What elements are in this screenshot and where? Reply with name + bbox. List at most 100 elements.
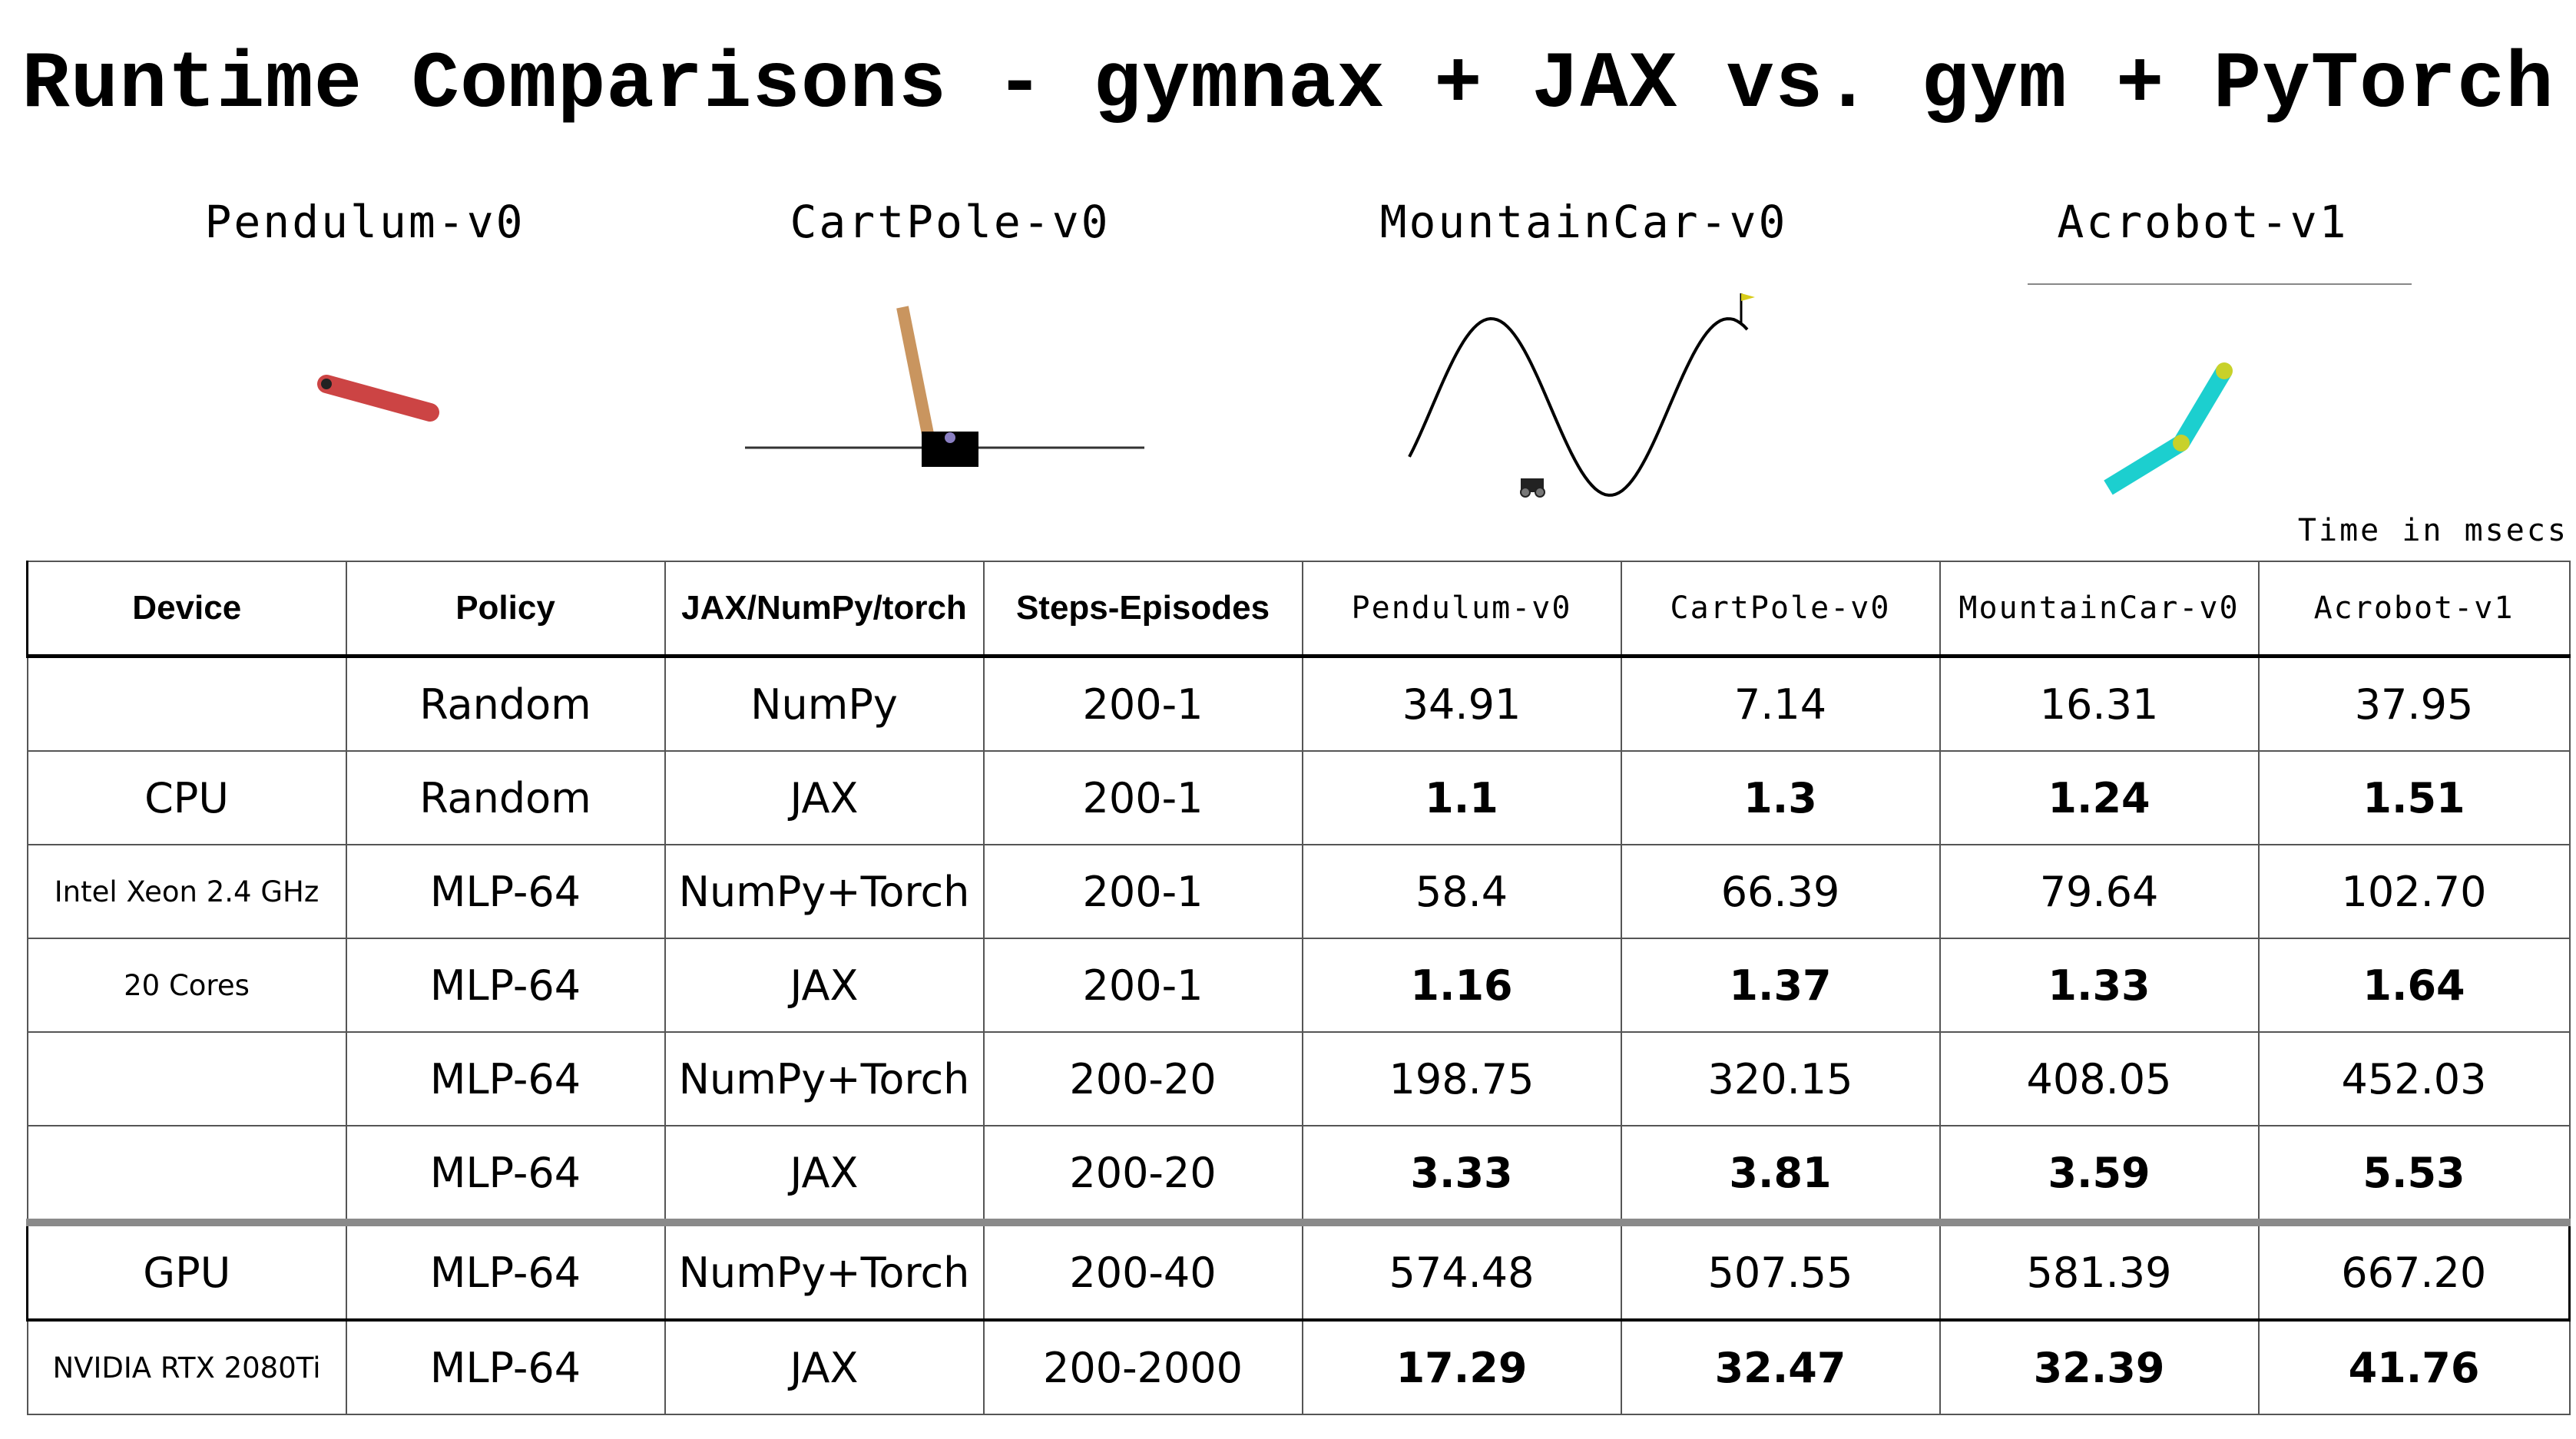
cartpole-icon (745, 306, 1144, 467)
cell-framework: NumPy (664, 655, 985, 752)
table-row: MLP-64 JAX 200-20 3.33 3.81 3.59 5.53 (26, 1125, 2571, 1223)
acrobot-icon (2028, 283, 2412, 495)
col-mountaincar: MountainCar-v0 (1939, 561, 2260, 658)
cell-pendulum-time: 198.75 (1301, 1031, 1622, 1126)
cell-device (26, 1031, 347, 1126)
cell-device (26, 655, 347, 752)
cell-pendulum-time: 3.33 (1301, 1125, 1622, 1223)
cell-pendulum-time: 574.48 (1301, 1219, 1622, 1322)
cell-mountaincar-time: 408.05 (1939, 1031, 2260, 1126)
cell-acrobot-time: 1.51 (2257, 750, 2571, 845)
table-row: NVIDIA RTX 2080Ti MLP-64 JAX 200-2000 17.29 3… (26, 1319, 2571, 1415)
cell-device: CPU (26, 750, 347, 845)
cell-framework: NumPy+Torch (664, 1219, 985, 1322)
table-row: GPU MLP-64 NumPy+Torch 200-40 574.48 507.55 58… (26, 1219, 2571, 1322)
time-unit-note: Time in msecs (2297, 513, 2568, 548)
cell-pendulum-time: 34.91 (1301, 655, 1622, 752)
cell-cartpole-time: 507.55 (1620, 1219, 1941, 1322)
cell-mountaincar-time: 3.59 (1939, 1125, 2260, 1223)
cell-mountaincar-time: 1.33 (1939, 938, 2260, 1033)
col-pendulum: Pendulum-v0 (1301, 561, 1622, 658)
cell-policy: MLP-64 (345, 1031, 666, 1126)
acrobot-link-upper (2174, 366, 2232, 448)
cell-pendulum-time: 17.29 (1301, 1319, 1622, 1415)
cell-policy: Random (345, 655, 666, 752)
cell-policy: Random (345, 750, 666, 845)
cell-policy: MLP-64 (345, 938, 666, 1033)
cell-framework: JAX (664, 938, 985, 1033)
col-framework: JAX/NumPy/torch (664, 561, 985, 658)
cell-cartpole-time: 320.15 (1620, 1031, 1941, 1126)
cell-pendulum-time: 1.1 (1301, 750, 1622, 845)
cell-steps-episodes: 200-20 (982, 1125, 1303, 1223)
col-steps-episodes: Steps-Episodes (982, 561, 1303, 658)
cell-framework: NumPy+Torch (664, 844, 985, 939)
cell-steps-episodes: 200-1 (982, 655, 1303, 752)
col-device: Device (26, 561, 347, 658)
cell-mountaincar-time: 1.24 (1939, 750, 2260, 845)
cell-policy: MLP-64 (345, 1319, 666, 1415)
car-wheel-right (1535, 487, 1545, 498)
cell-steps-episodes: 200-40 (982, 1219, 1303, 1322)
cell-policy: MLP-64 (345, 1219, 666, 1322)
cell-framework: JAX (664, 750, 985, 845)
table-row: 20 Cores MLP-64 JAX 200-1 1.16 1.37 1.33 1.64 (26, 938, 2571, 1033)
cell-steps-episodes: 200-1 (982, 750, 1303, 845)
cell-steps-episodes: 200-1 (982, 844, 1303, 939)
page-title: Runtime Comparisons - gymnax + JAX vs. g… (22, 40, 2554, 131)
cell-mountaincar-time: 32.39 (1939, 1319, 2260, 1415)
cell-acrobot-time: 667.20 (2257, 1219, 2571, 1322)
cell-steps-episodes: 200-1 (982, 938, 1303, 1033)
table-header-row: Device Policy JAX/NumPy/torch Steps-Epis… (26, 561, 2571, 658)
cell-cartpole-time: 66.39 (1620, 844, 1941, 939)
mountain-curve (1408, 316, 1749, 497)
cell-pendulum-time: 58.4 (1301, 844, 1622, 939)
env-name-cartpole: CartPole-v0 (790, 196, 1111, 248)
cell-acrobot-time: 1.64 (2257, 938, 2571, 1033)
cell-steps-episodes: 200-2000 (982, 1319, 1303, 1415)
col-cartpole: CartPole-v0 (1620, 561, 1941, 658)
acrobot-link-lower (2104, 435, 2186, 495)
cell-cartpole-time: 32.47 (1620, 1319, 1941, 1415)
table-row: Random NumPy 200-1 34.91 7.14 16.31 37.95 (26, 655, 2571, 752)
cartpole-axle (945, 432, 955, 443)
cell-acrobot-time: 41.76 (2257, 1319, 2571, 1415)
cell-mountaincar-time: 581.39 (1939, 1219, 2260, 1322)
cell-cartpole-time: 3.81 (1620, 1125, 1941, 1223)
cell-acrobot-time: 452.03 (2257, 1031, 2571, 1126)
pendulum-icon (317, 375, 439, 422)
acrobot-joint-mid (2173, 435, 2190, 452)
cell-mountaincar-time: 16.31 (1939, 655, 2260, 752)
runtime-table: Device Policy JAX/NumPy/torch Steps-Epis… (26, 561, 2571, 1415)
car-wheel-left (1520, 487, 1531, 498)
cell-mountaincar-time: 79.64 (1939, 844, 2260, 939)
pendulum-rod (317, 375, 439, 422)
cell-device: 20 Cores (26, 938, 347, 1033)
env-name-acrobot: Acrobot-v1 (2057, 196, 2349, 248)
cell-cartpole-time: 1.37 (1620, 938, 1941, 1033)
cell-device: Intel Xeon 2.4 GHz (26, 844, 347, 939)
col-policy: Policy (345, 561, 666, 658)
flag-icon (1741, 293, 1755, 301)
cell-device: GPU (26, 1219, 347, 1322)
table-row: CPU Random JAX 200-1 1.1 1.3 1.24 1.51 (26, 750, 2571, 845)
cell-pendulum-time: 1.16 (1301, 938, 1622, 1033)
pendulum-pivot (321, 379, 332, 389)
env-name-pendulum: Pendulum-v0 (204, 196, 525, 248)
cell-cartpole-time: 7.14 (1620, 655, 1941, 752)
cell-framework: NumPy+Torch (664, 1031, 985, 1126)
col-acrobot: Acrobot-v1 (2257, 561, 2571, 658)
cell-framework: JAX (664, 1319, 985, 1415)
cell-steps-episodes: 200-20 (982, 1031, 1303, 1126)
cell-device: NVIDIA RTX 2080Ti (26, 1319, 347, 1415)
table-body: Random NumPy 200-1 34.91 7.14 16.31 37.95 CPU Ra… (26, 655, 2571, 1415)
acrobot-joint-top (2216, 362, 2233, 379)
cartpole-pole (896, 306, 935, 443)
cell-policy: MLP-64 (345, 844, 666, 939)
cell-acrobot-time: 5.53 (2257, 1125, 2571, 1223)
table-row: MLP-64 NumPy+Torch 200-20 198.75 320.15 408.0… (26, 1031, 2571, 1126)
cell-device (26, 1125, 347, 1223)
cell-framework: JAX (664, 1125, 985, 1223)
table-row: Intel Xeon 2.4 GHz MLP-64 NumPy+Torch 200-1… (26, 844, 2571, 939)
cell-policy: MLP-64 (345, 1125, 666, 1223)
